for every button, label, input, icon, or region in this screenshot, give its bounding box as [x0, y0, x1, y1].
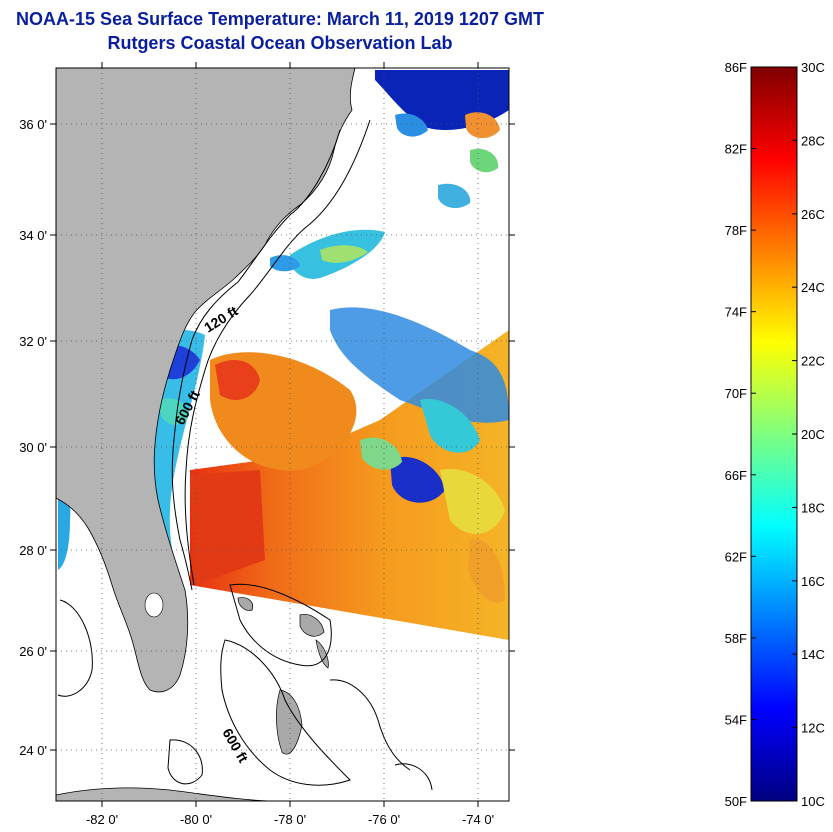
colorbar-c-label: 24C	[801, 280, 825, 295]
colorbar-c-label: 12C	[801, 721, 825, 736]
lat-label: 30 0'	[19, 440, 47, 455]
lake-okeechobee	[144, 592, 164, 618]
colorbar-f-label: 70F	[725, 386, 747, 401]
colorbar-f-label: 86F	[725, 60, 747, 75]
colorbar-c-label: 20C	[801, 427, 825, 442]
lon-label: -76 0'	[368, 812, 400, 827]
graticule	[56, 68, 509, 801]
lat-label: 34 0'	[19, 228, 47, 243]
lat-label: 36 0'	[19, 117, 47, 132]
colorbar-f-label: 50F	[725, 794, 747, 809]
latitude-labels: 36 0' 34 0' 32 0' 30 0' 28 0' 26 0' 24 0…	[19, 117, 47, 758]
colorbar-f-label: 78F	[725, 223, 747, 238]
lon-label: -80 0'	[180, 812, 212, 827]
colorbar-c-label: 18C	[801, 500, 825, 515]
map-frame	[55, 67, 510, 802]
land-mainland	[56, 68, 356, 693]
land-bahamas	[237, 597, 329, 755]
colorbar-c-label: 26C	[801, 207, 825, 222]
lon-label: -74 0'	[462, 812, 494, 827]
colorbar-f-label: 66F	[725, 468, 747, 483]
colorbar-c-label: 16C	[801, 574, 825, 589]
colorbar-f-label: 58F	[725, 631, 747, 646]
colorbar-f-label: 62F	[725, 549, 747, 564]
map-title: NOAA-15 Sea Surface Temperature: March 1…	[16, 9, 544, 29]
lon-label: -78 0'	[274, 812, 306, 827]
colorbar-gradient	[750, 66, 798, 802]
colorbar-f-label: 54F	[725, 712, 747, 727]
land-cuba	[56, 787, 271, 801]
sst-swath	[58, 70, 509, 640]
longitude-labels: -82 0' -80 0' -78 0' -76 0' -74 0'	[86, 812, 494, 827]
lat-label: 28 0'	[19, 543, 47, 558]
map-subtitle: Rutgers Coastal Ocean Observation Lab	[107, 33, 453, 53]
temperature-colorbar: 86F 82F 78F 74F 70F 66F 62F 58F 54F 50F 30C 28C 26C…	[725, 60, 825, 809]
lat-label: 26 0'	[19, 644, 47, 659]
lat-label: 24 0'	[19, 743, 47, 758]
axis-ticks	[50, 62, 515, 807]
bathymetry-contours	[57, 119, 433, 791]
colorbar-c-label: 14C	[801, 647, 825, 662]
fahrenheit-scale: 86F 82F 78F 74F 70F 66F 62F 58F 54F 50F	[725, 60, 756, 809]
colorbar-f-label: 82F	[725, 142, 747, 157]
colorbar-c-label: 28C	[801, 133, 825, 148]
colorbar-c-label: 22C	[801, 354, 825, 369]
celsius-scale: 30C 28C 26C 24C 22C 20C 18C 16C 14C 12C 10C	[792, 60, 825, 809]
lat-label: 32 0'	[19, 334, 47, 349]
sst-map: 120 ft 600 ft 600 ft 36 0' 34 0' 32 0' 3…	[19, 62, 515, 827]
colorbar-c-label: 30C	[801, 60, 825, 75]
colorbar-c-label: 10C	[801, 794, 825, 809]
lon-label: -82 0'	[86, 812, 118, 827]
colorbar-f-label: 74F	[725, 305, 747, 320]
